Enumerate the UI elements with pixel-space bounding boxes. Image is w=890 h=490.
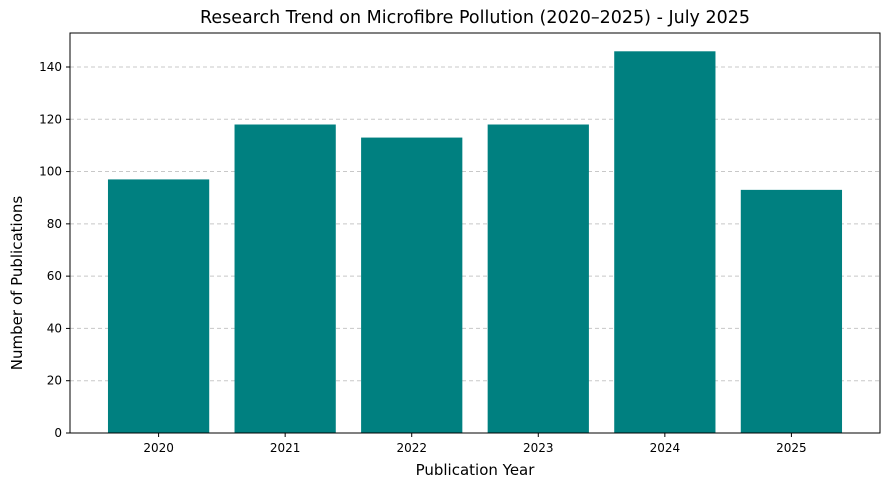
bar-2025 [740,189,843,433]
bar-2022 [361,137,463,433]
x-tick-label: 2021 [270,441,301,455]
y-tick-label: 140 [39,60,62,74]
bars [107,51,843,433]
x-tick-label: 2025 [776,441,807,455]
plot-frame [69,32,881,434]
y-axis-ticks: 0 20 40 60 80 100 120 140 [39,60,70,440]
x-tick-label: 2024 [650,441,681,455]
x-tick-label: 2022 [396,441,427,455]
y-tick-label: 120 [39,112,62,126]
chart-title: Research Trend on Microfibre Pollution (… [200,8,750,28]
bar-2021 [234,124,336,433]
y-axis-label: Number of Publications [8,196,26,371]
bar-2023 [487,124,589,433]
y-tick-label: 40 [47,321,62,335]
bar-2024 [614,51,716,433]
y-tick-label: 80 [47,217,62,231]
x-axis-label: Publication Year [416,461,536,479]
x-tick-label: 2023 [523,441,554,455]
y-tick-label: 60 [47,269,62,283]
y-tick-label: 0 [54,426,62,440]
y-tick-label: 100 [39,165,62,179]
bar-2020 [107,179,210,433]
x-axis-ticks: 2020 2021 2022 2023 2024 2025 [143,433,807,455]
y-tick-label: 20 [47,374,62,388]
x-tick-label: 2020 [143,441,174,455]
